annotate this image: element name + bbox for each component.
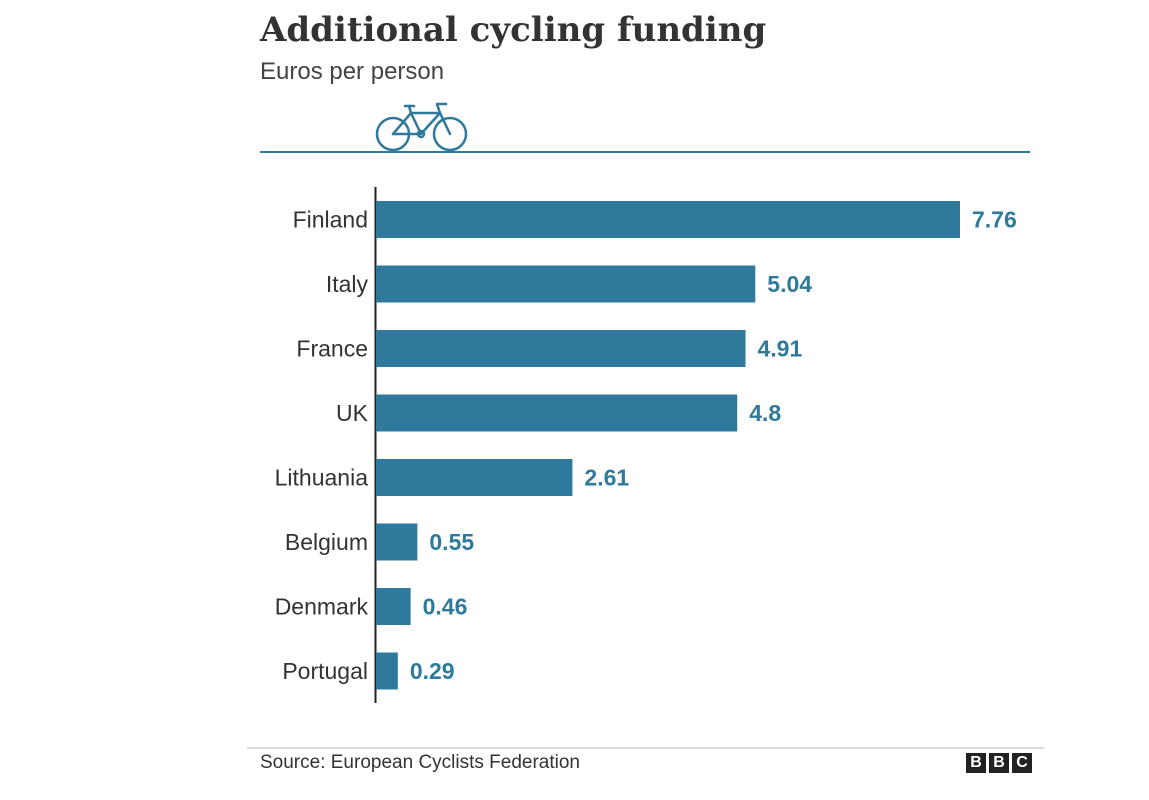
category-label-italy: Italy bbox=[326, 271, 369, 297]
bar-lithuania bbox=[376, 459, 573, 496]
bicycle-icon bbox=[375, 102, 468, 152]
category-label-finland: Finland bbox=[293, 207, 368, 233]
bar-uk bbox=[376, 394, 738, 432]
logo-letter-1: B bbox=[966, 753, 986, 773]
value-label-lithuania: 2.61 bbox=[584, 465, 629, 491]
category-label-denmark: Denmark bbox=[275, 594, 369, 620]
value-label-belgium: 0.55 bbox=[429, 529, 474, 555]
bar-belgium bbox=[376, 523, 418, 561]
category-label-lithuania: Lithuania bbox=[275, 465, 369, 491]
value-label-uk: 4.8 bbox=[749, 400, 781, 426]
category-label-portugal: Portugal bbox=[282, 658, 368, 684]
category-label-uk: UK bbox=[336, 400, 369, 426]
bar-denmark bbox=[376, 588, 411, 625]
value-label-portugal: 0.29 bbox=[410, 658, 455, 684]
logo-letter-3: C bbox=[1012, 753, 1032, 773]
value-label-finland: 7.76 bbox=[972, 207, 1017, 233]
bbc-logo: B B C bbox=[966, 753, 1032, 773]
bar-italy bbox=[376, 265, 756, 303]
value-label-italy: 5.04 bbox=[767, 271, 812, 297]
bar-finland bbox=[376, 201, 960, 238]
value-label-france: 4.91 bbox=[758, 336, 803, 362]
bar-portugal bbox=[376, 652, 398, 690]
bar-france bbox=[376, 330, 746, 367]
bar-marks: Finland 7.76 Italy 5.04 France 4.91 UK 4.8 Lithu… bbox=[275, 201, 1017, 690]
category-label-france: France bbox=[296, 336, 368, 362]
chart-subtitle: Euros per person bbox=[260, 58, 445, 85]
category-label-belgium: Belgium bbox=[285, 529, 368, 555]
source-note: Source: European Cyclists Federation bbox=[260, 752, 580, 773]
value-label-denmark: 0.46 bbox=[423, 594, 468, 620]
chart-title: Additional cycling funding bbox=[260, 10, 767, 50]
logo-letter-2: B bbox=[989, 753, 1009, 773]
